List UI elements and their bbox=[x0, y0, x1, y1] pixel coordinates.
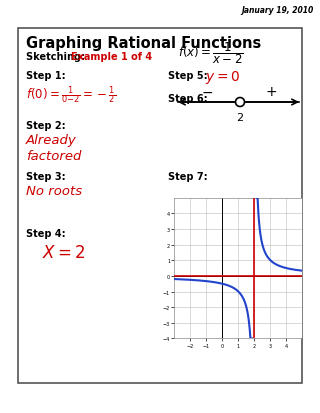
Circle shape bbox=[236, 98, 244, 107]
Text: Step 5:: Step 5: bbox=[168, 71, 208, 81]
Text: Sketching:: Sketching: bbox=[26, 52, 88, 62]
Text: Step 3:: Step 3: bbox=[26, 171, 66, 182]
Text: $f(0) = \frac{1}{0{-}2} = -\frac{1}{2}$: $f(0) = \frac{1}{0{-}2} = -\frac{1}{2}$ bbox=[26, 84, 116, 105]
Bar bbox=[18, 29, 302, 383]
Text: Step 6:: Step 6: bbox=[168, 94, 208, 104]
Text: Already: Already bbox=[26, 134, 77, 147]
Text: $+$: $+$ bbox=[265, 85, 277, 99]
Text: $X = 2$: $X = 2$ bbox=[42, 243, 85, 261]
Text: $y = 0$: $y = 0$ bbox=[205, 69, 240, 86]
Text: $2$: $2$ bbox=[236, 111, 244, 123]
Text: factored: factored bbox=[26, 150, 81, 163]
Text: Step 7:: Step 7: bbox=[168, 171, 208, 182]
Text: Step 2:: Step 2: bbox=[26, 121, 66, 131]
Text: $f(x) = \dfrac{1}{x-2}$: $f(x) = \dfrac{1}{x-2}$ bbox=[178, 40, 244, 66]
Text: January 19, 2010: January 19, 2010 bbox=[242, 6, 314, 15]
Text: $-$: $-$ bbox=[201, 85, 213, 99]
Text: Example 1 of 4: Example 1 of 4 bbox=[71, 52, 152, 62]
Text: Graphing Rational Functions: Graphing Rational Functions bbox=[26, 36, 261, 51]
Text: Step 4:: Step 4: bbox=[26, 228, 66, 238]
Text: No roots: No roots bbox=[26, 185, 82, 197]
Text: Step 1:: Step 1: bbox=[26, 71, 66, 81]
